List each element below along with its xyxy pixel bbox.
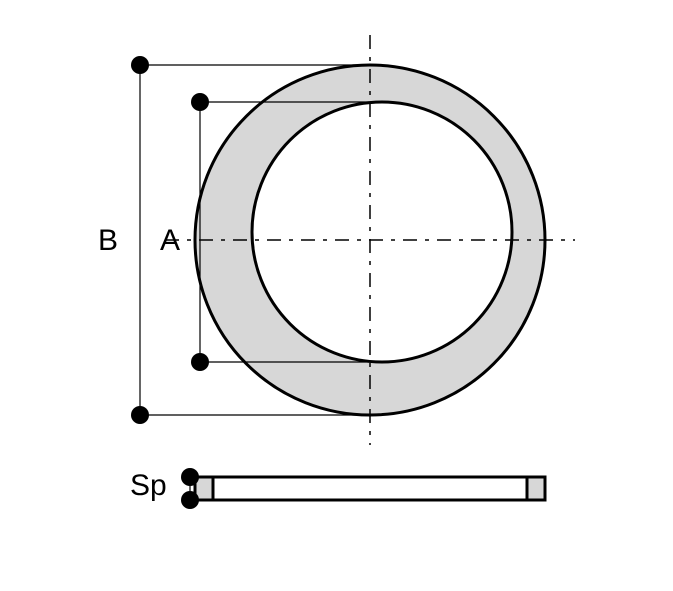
dimension-A-marker-top bbox=[191, 93, 209, 111]
dimension-B-label: B bbox=[98, 224, 118, 257]
dimension-Sp-marker-top bbox=[181, 468, 199, 486]
dimension-A-label: A bbox=[160, 224, 180, 257]
technical-drawing: A B Sp bbox=[0, 0, 673, 591]
side-view-cap-right bbox=[527, 477, 545, 500]
dimension-Sp-marker-bottom bbox=[181, 491, 199, 509]
dimension-B-marker-top bbox=[131, 56, 149, 74]
dimension-B-marker-bottom bbox=[131, 406, 149, 424]
dimension-A-marker-bottom bbox=[191, 353, 209, 371]
dimension-Sp-label: Sp bbox=[130, 469, 167, 502]
